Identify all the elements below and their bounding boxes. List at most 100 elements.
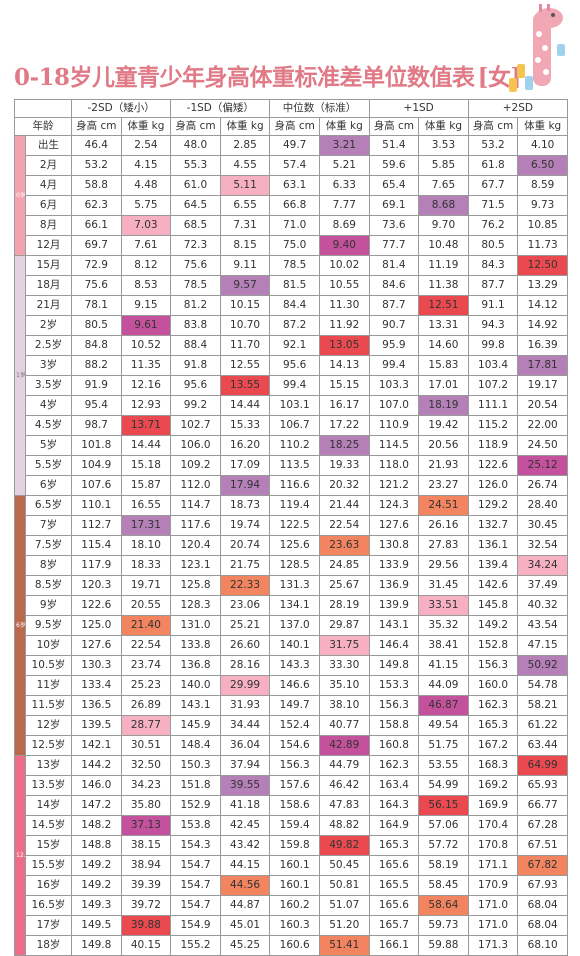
height-cell: 120.4 xyxy=(170,535,221,556)
weight-cell: 15.33 xyxy=(219,415,271,436)
weight-cell: 54.99 xyxy=(418,775,469,796)
weight-cell: 25.21 xyxy=(219,615,271,636)
age-cell: 9.5岁 xyxy=(25,615,72,636)
weight-cell: 56.15 xyxy=(418,795,469,816)
height-cell: 149.8 xyxy=(71,935,122,956)
height-cell: 103.3 xyxy=(368,375,420,396)
weight-cell: 26.16 xyxy=(418,515,469,536)
weight-cell: 29.56 xyxy=(418,555,469,576)
table-row: 6岁 107.6 15.87 112.0 17.94 116.6 20.32 121.2 23.… xyxy=(15,475,568,496)
weight-cell: 12.55 xyxy=(219,355,271,376)
weight-cell: 17.31 xyxy=(120,515,172,536)
height-cell: 68.5 xyxy=(170,215,221,236)
weight-cell: 36.04 xyxy=(219,735,271,756)
weight-cell: 28.19 xyxy=(318,595,370,616)
height-cell: 78.1 xyxy=(71,295,122,316)
age-cell: 11.5岁 xyxy=(25,695,72,716)
weight-cell: 28.40 xyxy=(517,495,568,516)
height-cell: 125.6 xyxy=(269,535,320,556)
weight-cell: 3.21 xyxy=(318,135,370,156)
weight-cell: 21.44 xyxy=(318,495,370,516)
weight-cell: 51.41 xyxy=(318,935,370,956)
height-cell: 145.8 xyxy=(467,595,519,616)
header-height: 身高 cm xyxy=(368,117,420,136)
weight-cell: 45.25 xyxy=(219,935,271,956)
table-row: 9.5岁 125.0 21.40 131.0 25.21 137.0 29.87 143.1 3… xyxy=(15,615,568,636)
height-cell: 165.7 xyxy=(368,915,420,936)
table-row: 3岁 88.2 11.35 91.8 12.55 95.6 14.13 99.4 15.83 10… xyxy=(15,355,568,376)
height-cell: 91.9 xyxy=(71,375,122,396)
weight-cell: 8.12 xyxy=(120,255,172,276)
header-height: 身高 cm xyxy=(71,117,122,136)
table-row: 5.5岁 104.9 15.18 109.2 17.09 113.5 19.33 118.0 2… xyxy=(15,455,568,476)
weight-cell: 10.70 xyxy=(219,315,271,336)
age-band-label: 1岁—5.5岁 xyxy=(16,372,26,379)
weight-cell: 28.77 xyxy=(120,715,172,736)
height-cell: 143.3 xyxy=(269,655,320,676)
weight-cell: 47.15 xyxy=(517,635,568,656)
height-cell: 140.1 xyxy=(269,635,320,656)
table-row: 3.5岁 91.9 12.16 95.6 13.55 99.4 15.15 103.3 17.0… xyxy=(15,375,568,396)
age-cell: 10岁 xyxy=(25,635,72,656)
weight-cell: 6.55 xyxy=(219,195,271,216)
height-cell: 164.3 xyxy=(368,795,420,816)
height-cell: 149.2 xyxy=(71,875,122,896)
height-cell: 46.4 xyxy=(71,135,122,156)
weight-cell: 38.10 xyxy=(318,695,370,716)
weight-cell: 25.67 xyxy=(318,575,370,596)
weight-cell: 9.73 xyxy=(517,195,568,216)
weight-cell: 68.10 xyxy=(517,935,568,956)
weight-cell: 19.71 xyxy=(120,575,172,596)
height-cell: 143.1 xyxy=(368,615,420,636)
weight-cell: 9.70 xyxy=(418,215,469,236)
height-cell: 169.9 xyxy=(467,795,519,816)
weight-cell: 35.32 xyxy=(418,615,469,636)
weight-cell: 68.04 xyxy=(517,895,568,916)
weight-cell: 37.94 xyxy=(219,755,271,776)
age-cell: 出生 xyxy=(25,135,72,156)
height-cell: 76.2 xyxy=(467,215,519,236)
weight-cell: 43.54 xyxy=(517,615,568,636)
age-cell: 14岁 xyxy=(25,795,72,816)
weight-cell: 51.07 xyxy=(318,895,370,916)
weight-cell: 45.01 xyxy=(219,915,271,936)
weight-cell: 48.82 xyxy=(318,815,370,836)
header-group: +1SD xyxy=(368,99,469,118)
height-cell: 142.1 xyxy=(71,735,122,756)
height-cell: 152.9 xyxy=(170,795,221,816)
height-cell: 118.9 xyxy=(467,435,519,456)
table-row: 5岁 101.8 14.44 106.0 16.20 110.2 18.25 114.5 20.… xyxy=(15,435,568,456)
weight-cell: 4.48 xyxy=(120,175,172,196)
height-cell: 61.0 xyxy=(170,175,221,196)
height-cell: 95.9 xyxy=(368,335,420,356)
height-cell: 160.3 xyxy=(269,915,320,936)
table-row: 6岁—12岁 6.5岁110.116.55114.718.73119.421.44… xyxy=(14,495,568,756)
age-cell: 15月 xyxy=(25,255,72,276)
table-row: 2岁 80.5 9.61 83.8 10.70 87.2 11.92 90.7 13.31 94.… xyxy=(15,315,568,336)
height-cell: 78.5 xyxy=(269,255,320,276)
weight-cell: 26.60 xyxy=(219,635,271,656)
height-cell: 131.3 xyxy=(269,575,320,596)
weight-cell: 67.93 xyxy=(517,875,568,896)
height-cell: 99.4 xyxy=(269,375,320,396)
weight-cell: 38.41 xyxy=(418,635,469,656)
age-cell: 3.5岁 xyxy=(25,375,72,396)
age-cell: 6.5岁 xyxy=(25,495,72,516)
height-cell: 107.2 xyxy=(467,375,519,396)
age-cell: 12岁 xyxy=(25,715,72,736)
height-cell: 88.4 xyxy=(170,335,221,356)
weight-cell: 10.85 xyxy=(517,215,568,236)
weight-cell: 40.77 xyxy=(318,715,370,736)
weight-cell: 9.40 xyxy=(318,235,370,256)
height-cell: 158.8 xyxy=(368,715,420,736)
height-cell: 110.1 xyxy=(71,495,122,516)
weight-cell: 13.31 xyxy=(418,315,469,336)
height-cell: 142.6 xyxy=(467,575,519,596)
weight-cell: 47.83 xyxy=(318,795,370,816)
weight-cell: 9.11 xyxy=(219,255,271,276)
giraffe-icon xyxy=(509,4,565,92)
header-group: +2SD xyxy=(467,99,569,118)
height-cell: 65.4 xyxy=(368,175,420,196)
height-cell: 140.0 xyxy=(170,675,221,696)
weight-cell: 61.22 xyxy=(517,715,568,736)
